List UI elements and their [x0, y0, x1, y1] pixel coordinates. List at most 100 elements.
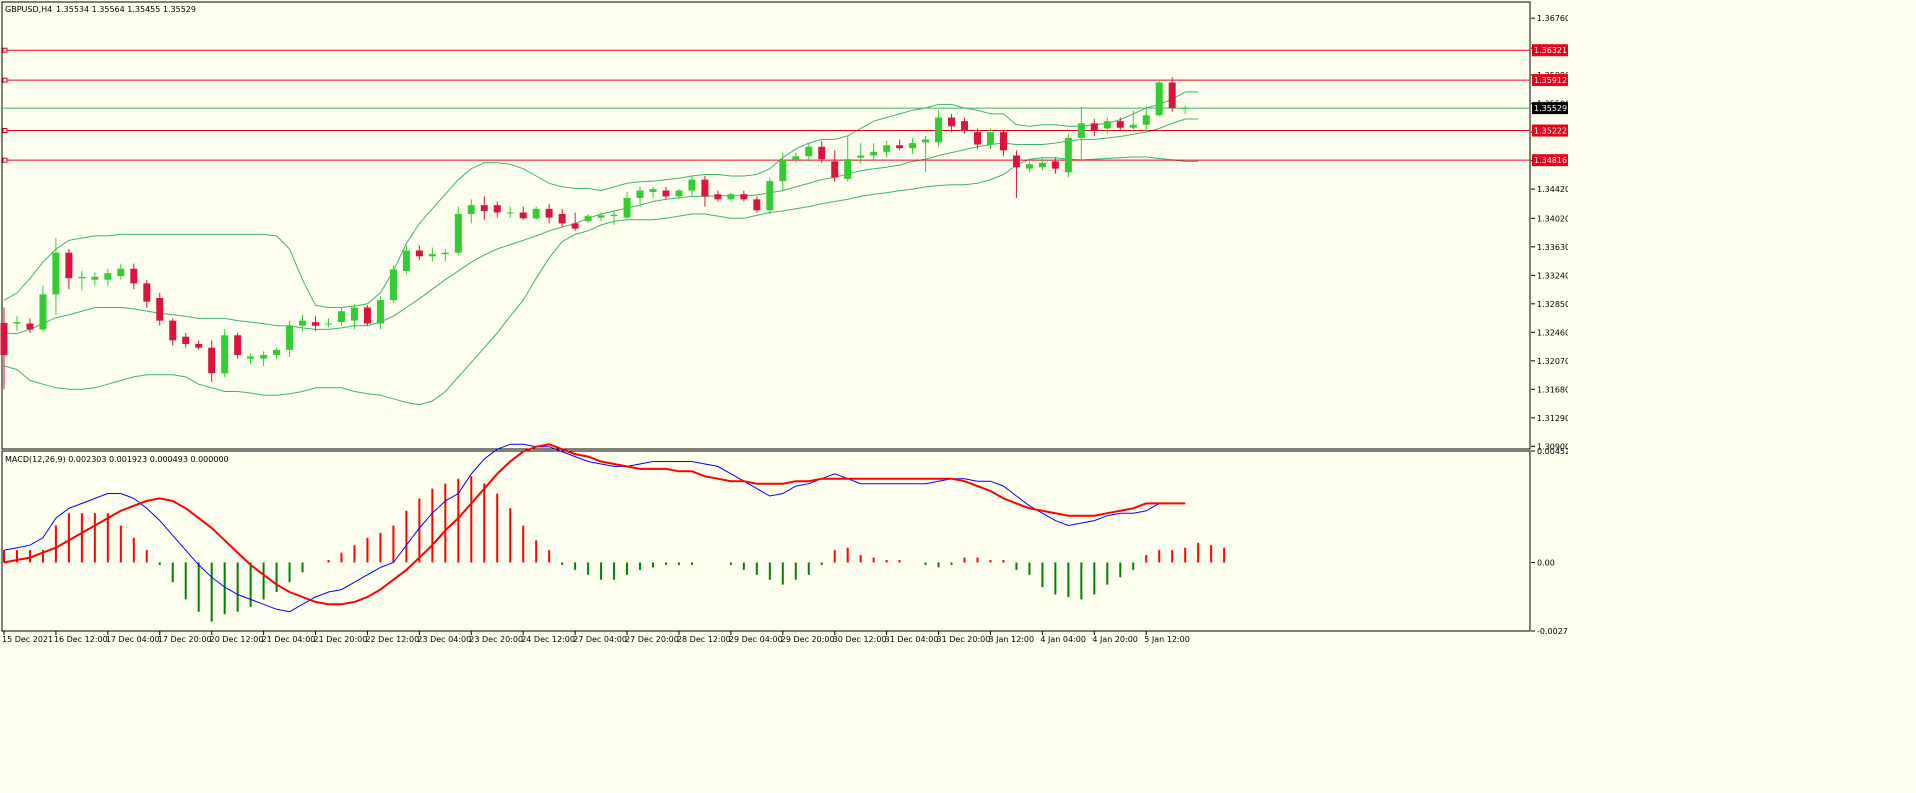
bullish-candle [1077, 106, 1085, 162]
candle-body [104, 273, 112, 280]
price-level-tag [1532, 154, 1568, 167]
bullish-candle [325, 318, 332, 328]
candle-body [662, 190, 670, 197]
price-tick-label: 1.31680 [1537, 385, 1568, 394]
bullish-candle [986, 128, 994, 149]
bullish-candle [857, 143, 865, 164]
bullish-candle [467, 199, 475, 224]
bearish-candle [26, 318, 34, 334]
bearish-candle [961, 117, 969, 134]
bearish-candle [65, 249, 73, 290]
bullish-candle [1025, 161, 1033, 173]
bullish-candle [610, 210, 618, 225]
candle-body [935, 117, 943, 143]
candle-body [779, 159, 787, 182]
time-tick-label: 3 Jan 12:00 [988, 635, 1034, 644]
bullish-candle [623, 192, 631, 220]
price-level-anchor [2, 77, 8, 83]
candle-body [1077, 123, 1085, 138]
bullish-candle [649, 186, 657, 198]
candle-body [1181, 108, 1189, 110]
candle-body [545, 208, 553, 218]
candle-body [584, 216, 592, 222]
price-tick-label: 1.32460 [1537, 328, 1568, 337]
bullish-candle [1142, 106, 1150, 133]
price-level-tag [1532, 124, 1568, 137]
candle-body [986, 132, 994, 145]
bullish-candle [688, 175, 696, 197]
bearish-candle [740, 190, 748, 202]
bullish-candle [299, 314, 307, 332]
candle-body [532, 208, 540, 219]
bearish-candle [999, 130, 1007, 157]
candle-body [675, 190, 683, 197]
current-price-label: 1.35529 [1534, 104, 1567, 113]
candle-body [519, 212, 527, 219]
time-tick-label: 30 Dec 12:00 [833, 635, 887, 644]
candle-body [1103, 121, 1111, 129]
candle-body [909, 143, 917, 149]
bullish-candle [104, 268, 112, 286]
bullish-candle [675, 189, 683, 200]
bullish-candle [273, 347, 281, 359]
candle-body [948, 117, 956, 127]
candle-body [221, 335, 229, 374]
time-tick-label: 24 Dec 12:00 [521, 635, 575, 644]
bearish-candle [948, 113, 956, 133]
candle-body [441, 252, 449, 255]
bullish-candle [454, 206, 462, 255]
bullish-candle [597, 212, 605, 222]
bearish-candle [234, 333, 242, 359]
bullish-candle [805, 143, 813, 162]
candle-body [623, 197, 631, 218]
candle-body [26, 323, 34, 330]
price-tick-label: 1.32070 [1537, 357, 1568, 366]
bullish-candle [1038, 157, 1046, 171]
bearish-candle [571, 212, 579, 231]
bearish-candle [182, 333, 190, 348]
candle-body [493, 205, 501, 213]
bullish-candle [584, 213, 592, 223]
candle-body [286, 325, 294, 350]
bearish-candle [662, 186, 670, 200]
time-tick-label: 23 Dec 20:00 [469, 635, 523, 644]
bearish-candle [195, 340, 203, 350]
bearish-candle [1090, 118, 1098, 136]
candle-body [961, 121, 969, 131]
candle-body [13, 322, 21, 324]
candle-body [857, 155, 865, 158]
bullish-candle [1181, 105, 1189, 114]
candle-body [312, 322, 320, 326]
candle-body [727, 194, 735, 200]
candle-body [1155, 82, 1163, 116]
macd-tick-label: 0.004526 [1537, 447, 1568, 456]
candle-body [1038, 162, 1046, 168]
bullish-candle [221, 329, 229, 377]
bullish-candle [13, 316, 21, 331]
time-tick-label: 17 Dec 20:00 [158, 635, 212, 644]
candle-body [91, 276, 99, 280]
chart-svg[interactable]: 1.367601.363501.359801.355901.352001.348… [0, 0, 1578, 647]
bullish-candle [247, 353, 255, 365]
candle-body [558, 213, 566, 224]
candle-body [1064, 137, 1072, 173]
bearish-candle [558, 208, 566, 228]
bullish-candle [260, 351, 268, 366]
candle-body [376, 300, 384, 324]
bearish-candle [1116, 117, 1124, 131]
current-price-tag [1532, 102, 1568, 115]
time-tick-label: 21 Dec 04:00 [262, 635, 316, 644]
time-tick-label: 28 Dec 12:00 [677, 635, 731, 644]
candle-body [454, 213, 462, 253]
bullish-candle [441, 249, 449, 262]
price-level-label: 1.34816 [1534, 156, 1567, 165]
time-tick-label: 29 Dec 20:00 [781, 635, 835, 644]
macd-pane: 0.004526 0.00 -0.002782 [1, 443, 1578, 636]
price-level-label: 1.36321 [1534, 46, 1567, 55]
candle-body [247, 356, 255, 359]
candle-body [610, 214, 618, 217]
bullish-candle [52, 238, 60, 315]
bullish-candle [636, 186, 644, 207]
bullish-candle [78, 270, 86, 291]
candle-body [1116, 121, 1124, 128]
